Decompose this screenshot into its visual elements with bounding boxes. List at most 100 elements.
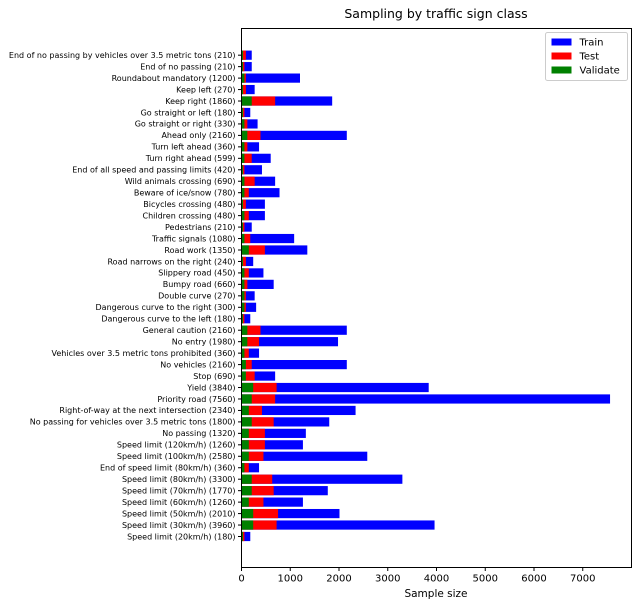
x-tick-label: 4000: [424, 574, 449, 585]
y-tick-label: Children crossing (480): [143, 211, 236, 220]
bar-validate-25: [241, 245, 249, 255]
bar-test-8: [241, 440, 265, 450]
bar-train-33: [241, 153, 271, 163]
bar-test-18: [241, 325, 261, 335]
bar-validate-33: [241, 153, 245, 163]
bar-test-17: [241, 337, 260, 347]
bar-train-4: [241, 486, 328, 496]
bar-test-6: [241, 463, 249, 473]
y-tick-label: Speed limit (30km/h) (3960): [122, 521, 236, 530]
y-tick-label: Vehicles over 3.5 metric tons prohibited…: [52, 349, 236, 358]
bar-validate-3: [241, 497, 249, 507]
x-axis-label: Sample size: [404, 588, 467, 600]
bar-train-24: [241, 256, 254, 267]
bar-validate-24: [241, 256, 243, 267]
bar-validate-0: [241, 531, 243, 542]
y-tick-label: Traffic signals (1080): [151, 234, 236, 243]
bar-test-39: [241, 84, 246, 95]
bar-validate-41: [241, 62, 243, 72]
x-tick-label: 2000: [326, 574, 351, 585]
bar-validate-27: [241, 222, 243, 232]
bar-validate-39: [241, 84, 243, 95]
bar-validate-30: [241, 188, 245, 198]
bar-train-37: [241, 107, 251, 118]
bar-train-2: [241, 508, 340, 519]
bar-validate-15: [241, 360, 246, 370]
bar-train-20: [241, 302, 257, 312]
y-tick-label: Speed limit (100km/h) (2580): [117, 452, 236, 461]
y-tick-label: Priority road (7560): [157, 395, 235, 404]
legend-label-train: Train: [579, 38, 604, 49]
y-tick-label: Keep right (1860): [165, 97, 235, 106]
y-tick-label: Roundabout mandatory (1200): [112, 74, 236, 83]
bar-train-12: [241, 394, 611, 404]
x-tick-label: 0: [238, 574, 244, 585]
y-tick-label: Wild animals crossing (690): [125, 177, 236, 186]
bar-test-7: [241, 451, 264, 461]
bar-train-26: [241, 233, 295, 244]
bar-train-36: [241, 119, 258, 129]
bar-train-29: [241, 199, 265, 209]
legend-swatch-validate: [551, 66, 572, 74]
y-tick-label: Double curve (270): [158, 292, 235, 301]
bar-train-32: [241, 165, 262, 175]
bar-train-10: [241, 417, 330, 427]
bar-train-35: [241, 130, 347, 140]
bar-train-21: [241, 291, 255, 301]
y-tick-label: Go straight or left (180): [141, 108, 236, 117]
bar-test-28: [241, 211, 249, 221]
bar-validate-14: [241, 371, 246, 381]
bar-train-6: [241, 463, 260, 473]
bar-train-42: [241, 50, 252, 60]
y-axis: Speed limit (20km/h) (180) Speed limit (3…: [9, 51, 242, 541]
bar-test-31: [241, 176, 255, 186]
bar-test-23: [241, 268, 249, 278]
bar-train-14: [241, 371, 276, 381]
bar-test-38: [241, 96, 276, 106]
y-tick-label: End of all speed and passing limits (420…: [72, 166, 235, 175]
y-tick-label: Road narrows on the right (240): [107, 257, 235, 266]
y-tick-label: Right-of-way at the next intersection (2…: [59, 406, 235, 415]
bar-test-35: [241, 130, 261, 140]
y-tick-label: Stop (690): [193, 372, 235, 381]
bar-train-23: [241, 268, 264, 278]
bar-test-12: [241, 394, 276, 404]
bar-train-16: [241, 348, 260, 358]
y-tick-label: Turn right ahead (599): [145, 154, 236, 163]
y-tick-label: Turn left ahead (360): [151, 143, 236, 152]
bar-validate-2: [241, 508, 254, 519]
legend-swatch-test: [551, 52, 572, 60]
bar-test-24: [241, 256, 246, 267]
bar-validate-26: [241, 233, 245, 244]
y-tick-label: Bumpy road (660): [163, 280, 236, 289]
legend-label-test: Test: [579, 52, 600, 63]
bar-train-25: [241, 245, 308, 255]
bar-train-3: [241, 497, 303, 507]
bar-train-18: [241, 325, 347, 335]
y-tick-label: Speed limit (50km/h) (2010): [122, 509, 236, 518]
bar-train-15: [241, 360, 347, 370]
bar-validate-7: [241, 451, 249, 461]
bar-test-14: [241, 371, 255, 381]
bar-validate-18: [241, 325, 248, 335]
y-tick-label: Pedestrians (210): [165, 223, 235, 232]
bar-test-16: [241, 348, 249, 358]
bar-test-2: [241, 508, 279, 519]
bar-test-42: [241, 50, 246, 60]
bar-validate-40: [241, 73, 245, 83]
bar-test-3: [241, 497, 264, 507]
bar-test-30: [241, 188, 249, 198]
y-tick-label: End of no passing by vehicles over 3.5 m…: [9, 51, 236, 60]
bar-train-0: [241, 531, 251, 542]
y-tick-label: Keep left (270): [176, 85, 235, 94]
y-tick-label: Go straight or right (330): [135, 120, 236, 129]
bar-validate-6: [241, 463, 245, 473]
y-tick-label: Yield (3840): [186, 383, 235, 392]
bar-test-4: [241, 486, 274, 496]
bar-train-28: [241, 211, 265, 221]
bar-train-9: [241, 428, 306, 438]
bar-validate-20: [241, 302, 245, 312]
y-tick-label: No entry (1980): [172, 337, 236, 346]
bar-validate-1: [241, 520, 254, 530]
